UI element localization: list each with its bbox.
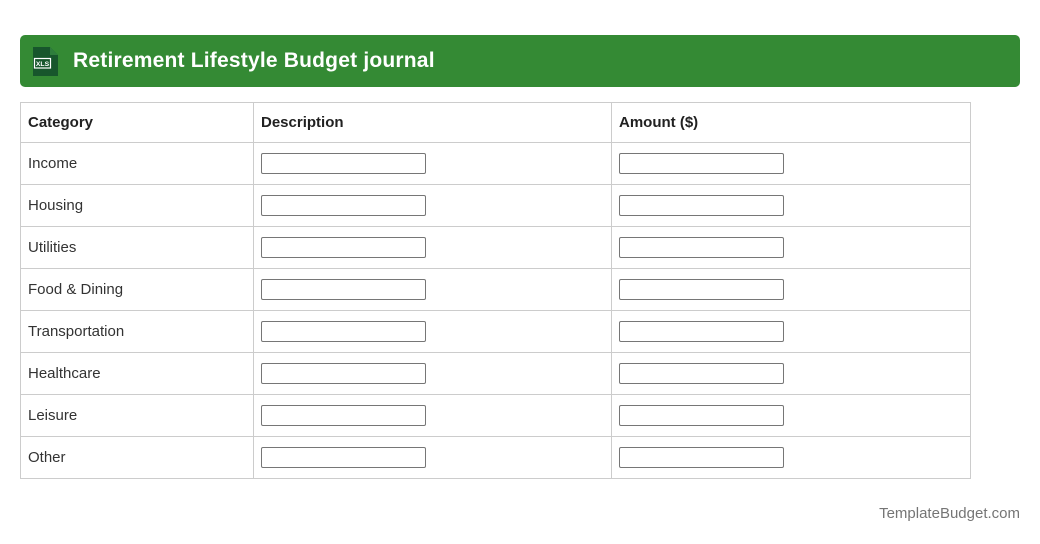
description-input[interactable] <box>261 279 426 300</box>
table-row: Leisure <box>20 394 971 437</box>
table-row: Income <box>20 142 971 185</box>
amount-input[interactable] <box>619 447 784 468</box>
description-cell <box>253 436 612 479</box>
table-row: Housing <box>20 184 971 227</box>
description-cell <box>253 226 612 269</box>
category-cell: Food & Dining <box>20 268 254 311</box>
category-cell: Other <box>20 436 254 479</box>
amount-cell <box>611 226 971 269</box>
description-input[interactable] <box>261 195 426 216</box>
table-header-row: Category Description Amount ($) <box>20 102 971 143</box>
description-cell <box>253 310 612 353</box>
amount-input[interactable] <box>619 237 784 258</box>
table-row: Utilities <box>20 226 971 269</box>
table-row: Food & Dining <box>20 268 971 311</box>
amount-cell <box>611 352 971 395</box>
category-cell: Income <box>20 142 254 185</box>
amount-cell <box>611 268 971 311</box>
amount-input[interactable] <box>619 153 784 174</box>
description-cell <box>253 394 612 437</box>
amount-cell <box>611 394 971 437</box>
amount-input[interactable] <box>619 321 784 342</box>
category-cell: Healthcare <box>20 352 254 395</box>
table-row: Transportation <box>20 310 971 353</box>
description-input[interactable] <box>261 237 426 258</box>
description-input[interactable] <box>261 321 426 342</box>
description-cell <box>253 268 612 311</box>
description-cell <box>253 352 612 395</box>
amount-input[interactable] <box>619 363 784 384</box>
description-cell <box>253 142 612 185</box>
amount-input[interactable] <box>619 195 784 216</box>
description-input[interactable] <box>261 363 426 384</box>
xls-badge-text: XLS <box>36 61 50 68</box>
page-title: Retirement Lifestyle Budget journal <box>73 49 435 72</box>
table-row: Other <box>20 436 971 479</box>
description-input[interactable] <box>261 447 426 468</box>
category-cell: Leisure <box>20 394 254 437</box>
description-input[interactable] <box>261 405 426 426</box>
amount-input[interactable] <box>619 279 784 300</box>
amount-cell <box>611 436 971 479</box>
table-row: Healthcare <box>20 352 971 395</box>
description-input[interactable] <box>261 153 426 174</box>
budget-table: Category Description Amount ($) Income H… <box>20 102 971 479</box>
category-cell: Transportation <box>20 310 254 353</box>
category-cell: Utilities <box>20 226 254 269</box>
amount-cell <box>611 184 971 227</box>
amount-input[interactable] <box>619 405 784 426</box>
xls-file-icon: XLS <box>33 46 58 76</box>
column-header-amount: Amount ($) <box>611 102 971 143</box>
category-cell: Housing <box>20 184 254 227</box>
amount-cell <box>611 310 971 353</box>
description-cell <box>253 184 612 227</box>
column-header-category: Category <box>20 102 254 143</box>
site-credit: TemplateBudget.com <box>879 505 1020 522</box>
amount-cell <box>611 142 971 185</box>
column-header-description: Description <box>253 102 612 143</box>
header-bar: XLS Retirement Lifestyle Budget journal <box>20 35 1020 87</box>
